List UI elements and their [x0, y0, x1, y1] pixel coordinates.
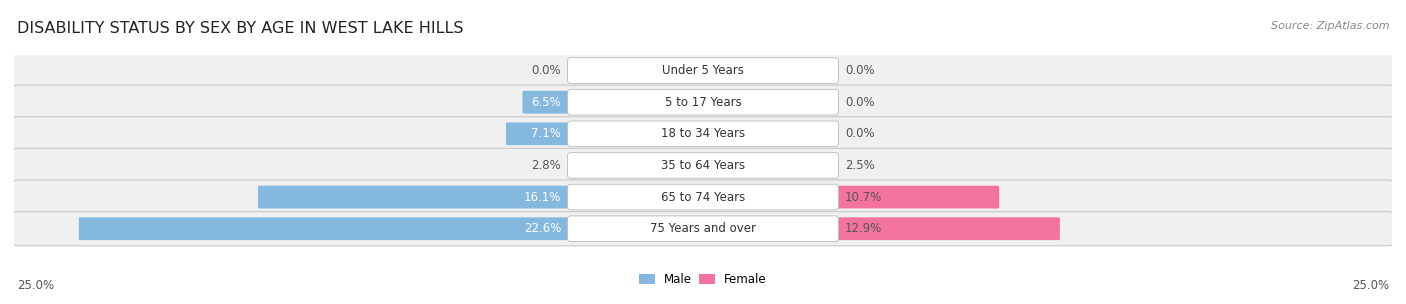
- FancyBboxPatch shape: [13, 148, 1393, 182]
- FancyBboxPatch shape: [624, 154, 704, 177]
- FancyBboxPatch shape: [523, 91, 704, 114]
- Text: 75 Years and over: 75 Years and over: [650, 222, 756, 235]
- Text: 16.1%: 16.1%: [523, 191, 561, 204]
- Text: 18 to 34 Years: 18 to 34 Years: [661, 127, 745, 140]
- FancyBboxPatch shape: [702, 91, 754, 114]
- FancyBboxPatch shape: [702, 186, 1000, 209]
- Text: Source: ZipAtlas.com: Source: ZipAtlas.com: [1271, 21, 1389, 31]
- Legend: Male, Female: Male, Female: [640, 273, 766, 286]
- Text: 0.0%: 0.0%: [845, 127, 875, 140]
- FancyBboxPatch shape: [13, 117, 1393, 151]
- Text: 5 to 17 Years: 5 to 17 Years: [665, 96, 741, 109]
- FancyBboxPatch shape: [652, 59, 704, 82]
- FancyBboxPatch shape: [506, 123, 704, 145]
- Text: 12.9%: 12.9%: [845, 222, 883, 235]
- Text: 35 to 64 Years: 35 to 64 Years: [661, 159, 745, 172]
- FancyBboxPatch shape: [702, 59, 754, 82]
- FancyBboxPatch shape: [79, 217, 704, 240]
- FancyBboxPatch shape: [568, 216, 838, 242]
- Text: 2.8%: 2.8%: [531, 159, 561, 172]
- Text: 22.6%: 22.6%: [523, 222, 561, 235]
- FancyBboxPatch shape: [702, 123, 754, 145]
- Text: 10.7%: 10.7%: [845, 191, 882, 204]
- Text: 0.0%: 0.0%: [845, 96, 875, 109]
- Text: 25.0%: 25.0%: [1353, 279, 1389, 292]
- Text: Under 5 Years: Under 5 Years: [662, 64, 744, 77]
- FancyBboxPatch shape: [257, 186, 704, 209]
- FancyBboxPatch shape: [13, 85, 1393, 119]
- Text: 2.5%: 2.5%: [845, 159, 875, 172]
- FancyBboxPatch shape: [702, 154, 773, 177]
- Text: 25.0%: 25.0%: [17, 279, 53, 292]
- Text: 0.0%: 0.0%: [845, 64, 875, 77]
- FancyBboxPatch shape: [568, 153, 838, 178]
- Text: 6.5%: 6.5%: [531, 96, 561, 109]
- Text: 7.1%: 7.1%: [531, 127, 561, 140]
- Text: 0.0%: 0.0%: [531, 64, 561, 77]
- FancyBboxPatch shape: [568, 121, 838, 147]
- FancyBboxPatch shape: [568, 89, 838, 115]
- FancyBboxPatch shape: [702, 217, 1060, 240]
- FancyBboxPatch shape: [13, 212, 1393, 246]
- Text: 65 to 74 Years: 65 to 74 Years: [661, 191, 745, 204]
- Text: DISABILITY STATUS BY SEX BY AGE IN WEST LAKE HILLS: DISABILITY STATUS BY SEX BY AGE IN WEST …: [17, 21, 464, 36]
- FancyBboxPatch shape: [13, 54, 1393, 88]
- FancyBboxPatch shape: [568, 58, 838, 83]
- FancyBboxPatch shape: [13, 180, 1393, 214]
- FancyBboxPatch shape: [568, 184, 838, 210]
